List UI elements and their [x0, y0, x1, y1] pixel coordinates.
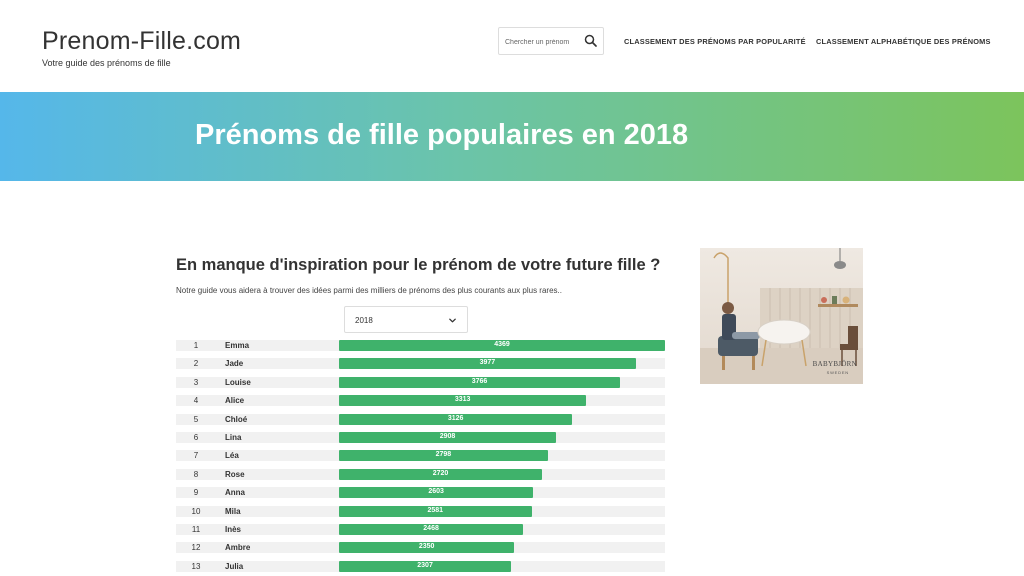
- ranking-rank: 12: [191, 543, 201, 553]
- ad-brand-logo: BABYBJÖRN: [812, 360, 857, 368]
- ranking-row: 9 Anna 2603: [176, 487, 665, 499]
- nav-popularity-ranking[interactable]: CLASSEMENT DES PRÉNOMS PAR POPULARITÉ: [624, 37, 806, 46]
- ranking-rank: 2: [193, 359, 199, 369]
- ranking-rank: 10: [191, 506, 201, 516]
- ranking-rank: 9: [193, 488, 199, 498]
- ranking-bar: 2603: [339, 487, 534, 499]
- ranking-bar: 3977: [339, 358, 636, 370]
- ranking-row: 3 Louise 3766: [176, 376, 665, 388]
- year-select-value: 2018: [355, 316, 373, 325]
- ranking-name-link[interactable]: Anna: [225, 488, 245, 498]
- ad-image[interactable]: BABYBJÖRN SWEDEN: [700, 248, 863, 384]
- ranking-bar-value: 2350: [418, 543, 435, 551]
- search-icon: [584, 34, 597, 47]
- ranking-bar: 3766: [339, 376, 620, 388]
- ranking-bar-value: 3977: [479, 359, 496, 367]
- ranking-name-link[interactable]: Lina: [225, 433, 242, 442]
- ranking-name-link[interactable]: Julia: [225, 561, 244, 571]
- intro-text: Notre guide vous aidera à trouver des id…: [176, 286, 562, 295]
- ranking-name-link[interactable]: Ambre: [225, 543, 251, 553]
- ranking-bar: 3313: [339, 395, 587, 407]
- ranking-row: 10 Mila 2581: [176, 505, 665, 517]
- ranking-bar: 2908: [339, 432, 556, 443]
- ranking-bar-value: 3126: [447, 414, 464, 422]
- ranking-rank: 5: [193, 414, 199, 424]
- ranking-row: 5 Chloé 3126: [176, 413, 665, 425]
- ranking-row: 13 Julia 2307: [176, 560, 665, 572]
- ranking-name-link[interactable]: Léa: [225, 451, 239, 461]
- ranking-bar-value: 2720: [432, 469, 449, 477]
- ranking-name-link[interactable]: Mila: [225, 506, 241, 516]
- ad-brand-subtitle: SWEDEN: [826, 370, 849, 375]
- site-title-link[interactable]: Prenom-Fille.com: [42, 27, 242, 55]
- ranking-name-link[interactable]: Louise: [225, 377, 251, 387]
- ranking-bar-value: 2908: [439, 433, 456, 440]
- page-banner: Prénoms de fille populaires en 2018: [0, 92, 1024, 181]
- ranking-bar-value: 3766: [471, 377, 488, 385]
- chevron-down-icon: [449, 318, 456, 323]
- ranking-row: 11 Inès 2468: [176, 524, 665, 535]
- ranking-bar: 2581: [339, 505, 532, 517]
- ranking-bar: 2350: [339, 542, 515, 554]
- ranking-bar: 2720: [339, 468, 542, 480]
- search-input[interactable]: [505, 35, 581, 49]
- ranking-row: 1 Emma 4369: [176, 340, 665, 351]
- ranking-bar: 2468: [339, 524, 524, 535]
- site-tagline: Votre guide des prénoms de fille: [42, 58, 171, 68]
- ranking-bar-value: 3313: [454, 396, 471, 404]
- nav-alphabetical-ranking[interactable]: CLASSEMENT ALPHABÉTIQUE DES PRÉNOMS: [816, 37, 991, 46]
- ranking-rank: 11: [191, 525, 201, 534]
- ranking-bar-value: 2307: [417, 561, 433, 569]
- ranking-rank: 13: [191, 561, 201, 571]
- ranking-bar: 3126: [339, 413, 573, 425]
- site-header: Prenom-Fille.com Votre guide des prénoms…: [0, 0, 1024, 92]
- ranking-bar: 2307: [339, 560, 512, 572]
- ranking-rank: 8: [193, 469, 199, 479]
- ranking-rank: 3: [193, 377, 199, 387]
- ranking-rank: 1: [193, 341, 199, 350]
- ranking-rank: 7: [193, 451, 199, 461]
- ranking-row: 8 Rose 2720: [176, 468, 665, 480]
- intro-heading: En manque d'inspiration pour le prénom d…: [176, 256, 661, 274]
- ranking-name-link[interactable]: Alice: [225, 396, 245, 406]
- ranking-bar-value: 2798: [435, 451, 452, 459]
- ranking-name-link[interactable]: Jade: [225, 359, 244, 369]
- ranking-name-link[interactable]: Chloé: [225, 414, 248, 424]
- ranking-row: 4 Alice 3313: [176, 395, 665, 407]
- ranking-name-link[interactable]: Rose: [225, 469, 245, 479]
- search-box: [498, 27, 604, 55]
- ranking-bar: 2798: [339, 450, 548, 462]
- ranking-name-link[interactable]: Inès: [225, 525, 242, 534]
- search-button[interactable]: [583, 33, 599, 49]
- year-select[interactable]: 2018: [344, 306, 468, 333]
- page-title: Prénoms de fille populaires en 2018: [195, 119, 689, 151]
- ranking-bar-value: 4369: [494, 341, 510, 348]
- ranking-rank: 4: [193, 396, 199, 406]
- ranking-bar-value: 2603: [428, 488, 444, 496]
- ranking-rank: 6: [193, 433, 199, 442]
- ranking-bar-value: 2581: [427, 506, 444, 514]
- nursery-photo-illustration: [700, 248, 863, 384]
- ranking-row: 12 Ambre 2350: [176, 542, 665, 554]
- ranking-row: 6 Lina 2908: [176, 432, 665, 443]
- ranking-name-link[interactable]: Emma: [225, 341, 250, 350]
- ranking-row: 2 Jade 3977: [176, 358, 665, 370]
- ranking-bar: 4369: [339, 340, 665, 351]
- ranking-bar-value: 2468: [423, 525, 439, 532]
- ranking-row: 7 Léa 2798: [176, 450, 665, 462]
